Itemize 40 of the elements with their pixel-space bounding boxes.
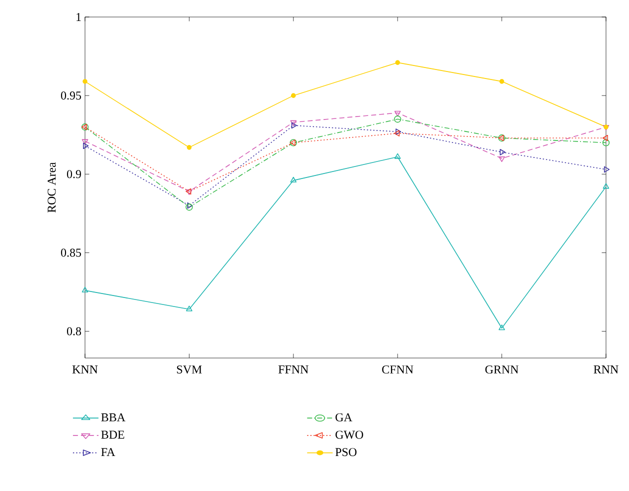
legend-label: GA	[336, 413, 352, 422]
y-tick-label: 0.9	[66, 170, 81, 178]
y-tick-label: 0.85	[61, 248, 82, 257]
point	[394, 153, 401, 159]
y-tick-label: 0.8	[66, 327, 82, 336]
point	[602, 139, 610, 146]
legend-label: PSO	[335, 448, 356, 456]
point	[290, 176, 297, 182]
x-tick-label: RNN	[594, 366, 618, 374]
point	[498, 324, 505, 330]
point	[82, 286, 88, 292]
y-axis-title: ROC Area	[48, 162, 56, 213]
point	[602, 183, 610, 189]
point	[499, 79, 504, 84]
point	[604, 166, 610, 173]
point	[82, 79, 88, 84]
x-tick-label: CFNN	[382, 366, 414, 374]
point	[291, 122, 297, 129]
point	[394, 116, 402, 123]
x-tick-label: SVM	[177, 366, 202, 374]
point	[186, 145, 192, 150]
point	[498, 156, 505, 162]
point	[395, 60, 400, 65]
point	[500, 148, 506, 156]
point	[83, 142, 89, 150]
point	[602, 134, 608, 142]
point	[82, 139, 88, 145]
legend-label: BBA	[101, 413, 126, 422]
legend-label: BDE	[101, 430, 124, 439]
y-tick-label: 0.95	[61, 92, 82, 100]
y-tick-label: 1	[76, 13, 81, 21]
point	[394, 110, 401, 116]
point	[186, 306, 192, 312]
x-tick-label: FFNN	[278, 366, 308, 374]
x-tick-label: KNN	[72, 366, 98, 374]
point	[290, 120, 297, 126]
legend-label: GWO	[336, 430, 364, 439]
point	[291, 93, 296, 98]
x-tick-label: GRNN	[485, 366, 518, 374]
legend-label: FA	[101, 448, 116, 456]
